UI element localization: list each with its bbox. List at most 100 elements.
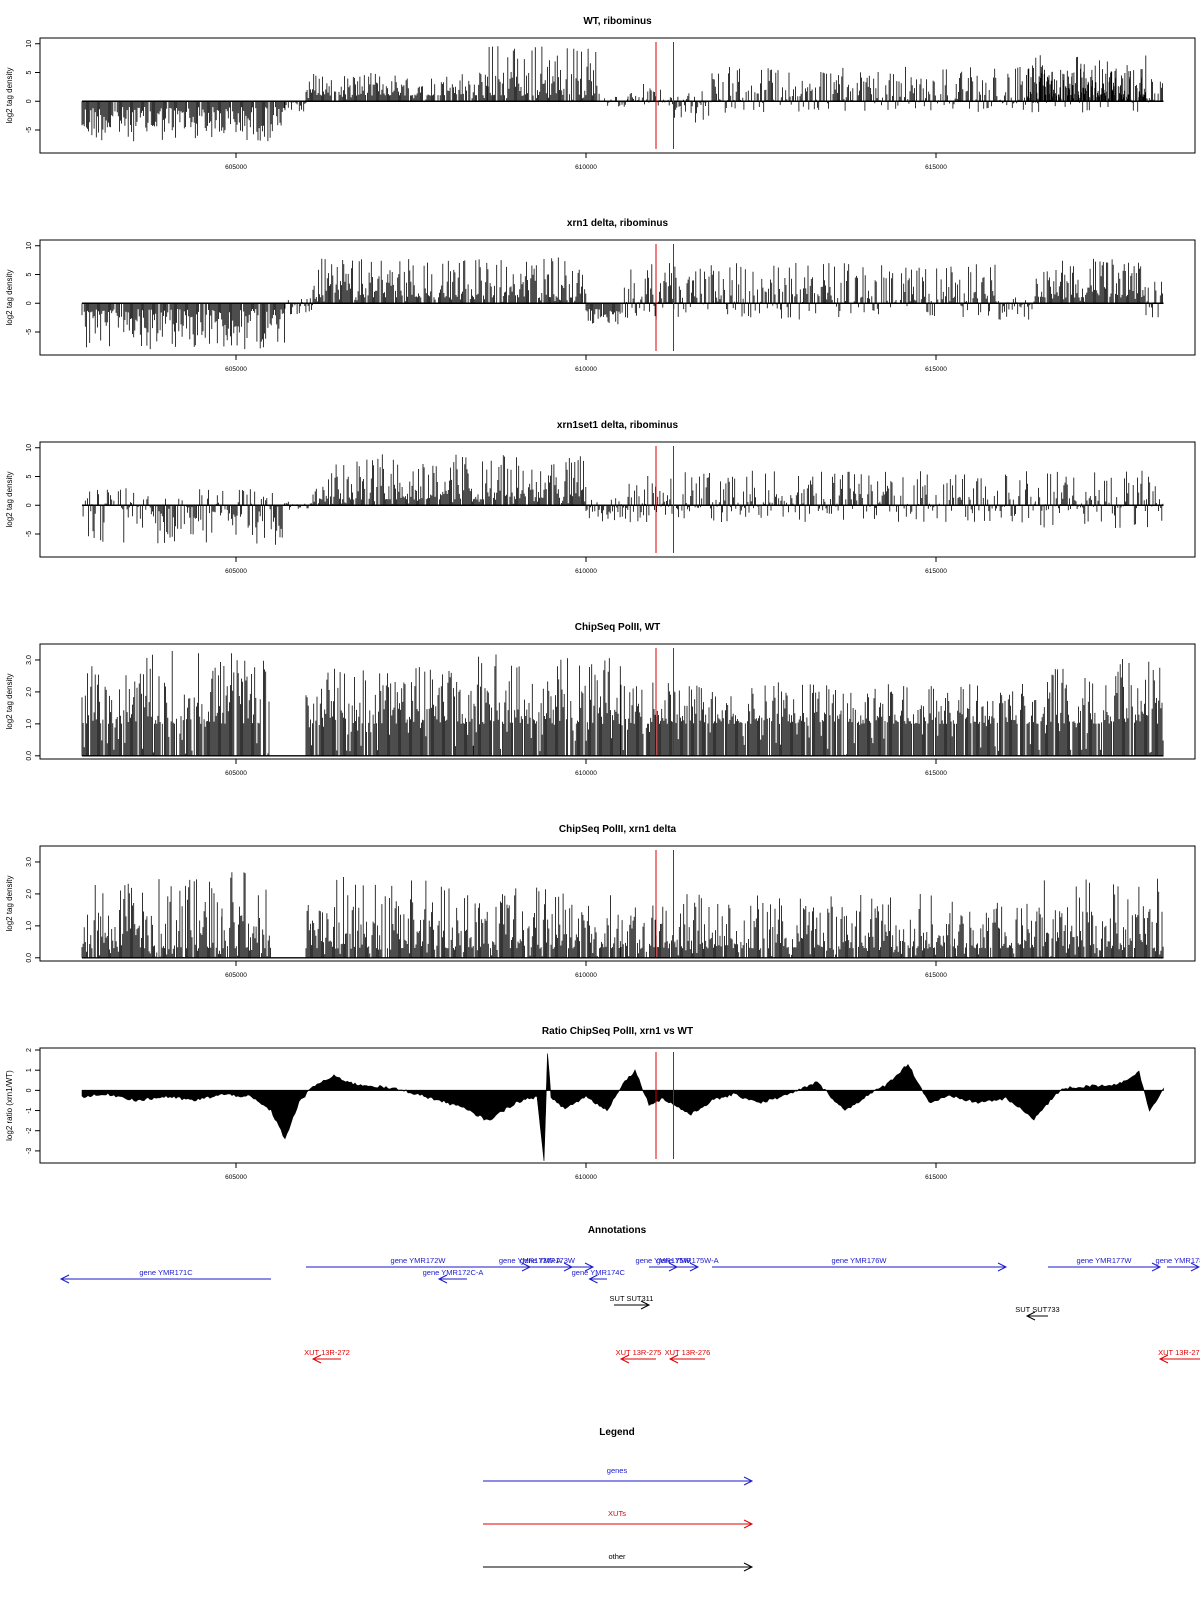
legend-label: genes — [607, 1466, 628, 1475]
y-tick-label: 2.0 — [26, 687, 33, 697]
plot-frame — [39, 441, 1196, 558]
y-tick-label: -5 — [26, 329, 33, 335]
chart-panel-6: Ratio ChipSeq PolII, xrn1 vs WT log2 rati… — [5, 1026, 1196, 1181]
x-tick-label: 615000 — [925, 164, 947, 171]
feature-arrowhead — [311, 1354, 322, 1364]
x-tick-label: 615000 — [925, 972, 947, 979]
y-tick-label: -2 — [26, 1128, 33, 1134]
chart-panel-5: ChipSeq PolII, xrn1 delta log2 tag densit… — [5, 824, 1196, 979]
y-tick-label: -5 — [26, 127, 33, 133]
legend-panel: Legend genes XUTs other — [483, 1427, 754, 1572]
x-tick-label: 605000 — [225, 366, 247, 373]
signal-region-4 — [487, 46, 600, 102]
feature-arrowhead — [1190, 1262, 1200, 1272]
signal-region-5 — [949, 684, 1040, 756]
signal-region-4 — [585, 303, 621, 325]
feature-label: gene YMR172C-A — [423, 1268, 484, 1277]
data-marks — [81, 257, 1164, 350]
plot-frame — [39, 239, 1196, 356]
data-marks — [81, 651, 1164, 757]
x-tick-label: 610000 — [575, 568, 597, 575]
y-axis-label: log2 tag density — [5, 673, 14, 729]
legend-label: XUTs — [608, 1509, 626, 1518]
feature-arrowhead — [1025, 1311, 1036, 1321]
x-tick-label: 615000 — [925, 366, 947, 373]
y-tick-label: 0 — [26, 1088, 33, 1092]
y-tick-label: 10 — [26, 444, 33, 452]
panel-title: ChipSeq PolII, xrn1 delta — [559, 824, 677, 835]
signal-region-6 — [1040, 659, 1164, 756]
signal-region-5 — [620, 263, 999, 320]
feature-label: XUT 13R-277 — [1158, 1348, 1200, 1357]
signal-region-2 — [284, 298, 313, 315]
y-tick-label: 5 — [26, 272, 33, 276]
signal-region-3 — [312, 257, 587, 304]
y-tick-label: 1.0 — [26, 719, 33, 729]
x-tick-label: 615000 — [925, 770, 947, 777]
legend-title: Legend — [599, 1427, 635, 1438]
x-tick-label: 610000 — [575, 1174, 597, 1181]
y-axis-label: log2 tag density — [5, 875, 14, 931]
plot-frame — [39, 37, 1196, 154]
feature-label: SUT SUT733 — [1015, 1305, 1059, 1314]
x-tick-label: 605000 — [225, 164, 247, 171]
feature-label: gene YMR175W-A — [656, 1256, 718, 1265]
x-tick-label: 610000 — [575, 770, 597, 777]
y-tick-label: 2.0 — [26, 889, 33, 899]
feature-label: gene YMR178W — [1156, 1256, 1200, 1265]
x-tick-label: 610000 — [575, 164, 597, 171]
feature-label: gene YMR173W — [520, 1256, 576, 1265]
feature-arrowhead — [640, 1300, 651, 1310]
signal-region-3 — [473, 654, 621, 756]
signal-region-4 — [585, 498, 629, 522]
y-axis-label: log2 tag density — [5, 269, 14, 325]
signal-region-7 — [655, 89, 673, 106]
signal-region-6 — [998, 297, 1034, 320]
y-tick-label: 0 — [26, 301, 33, 305]
y-tick-label: 2 — [26, 1048, 33, 1052]
y-tick-label: 10 — [26, 40, 33, 48]
y-axis-label: log2 ratio (xrn1/WT) — [5, 1070, 14, 1141]
chart-panel-1: WT, ribominus log2 tag density -5 0 5 10 60500… — [5, 16, 1196, 171]
x-tick-label: 605000 — [225, 568, 247, 575]
data-marks — [81, 1053, 1164, 1162]
signal-region-2 — [284, 101, 307, 112]
y-tick-label: 0 — [26, 99, 33, 103]
signal-region-4 — [620, 682, 951, 756]
signal-region-2 — [221, 872, 271, 958]
x-tick-label: 605000 — [225, 1174, 247, 1181]
panel-title: Ratio ChipSeq PolII, xrn1 vs WT — [542, 1026, 693, 1037]
signal-region-7 — [1040, 878, 1164, 958]
x-tick-label: 610000 — [575, 972, 597, 979]
feature-label: gene YMR172W — [391, 1256, 447, 1265]
signal-region-7 — [1033, 258, 1146, 304]
plot-frame — [39, 643, 1196, 760]
y-tick-label: 1.0 — [26, 921, 33, 931]
y-tick-label: -5 — [26, 531, 33, 537]
signal-region-1 — [81, 879, 223, 958]
legend-arrowhead — [743, 1476, 754, 1486]
y-tick-label: 5 — [26, 70, 33, 74]
signal-region-6 — [999, 470, 1164, 528]
feature-arrowhead — [1151, 1262, 1162, 1272]
legend-arrowhead — [743, 1519, 754, 1529]
ratio-area — [81, 1053, 1164, 1162]
legend-arrowhead — [743, 1562, 754, 1572]
feature-arrowhead — [619, 1354, 630, 1364]
data-marks — [81, 46, 1164, 142]
signal-region-8 — [673, 91, 712, 123]
feature-label: gene YMR174C — [572, 1268, 626, 1277]
y-tick-label: 0.0 — [26, 953, 33, 963]
feature-label: XUT 13R-272 — [304, 1348, 350, 1357]
feature-label: XUT 13R-276 — [665, 1348, 711, 1357]
y-tick-label: 3.0 — [26, 655, 33, 665]
feature-label: gene YMR175W — [636, 1256, 692, 1265]
chart-panel-2: xrn1 delta, ribominus log2 tag density -5 0… — [5, 218, 1196, 373]
legend-label: other — [608, 1552, 626, 1561]
y-tick-label: 0 — [26, 503, 33, 507]
signal-region-1 — [81, 101, 285, 142]
chart-panel-3: xrn1set1 delta, ribominus log2 tag densit… — [5, 420, 1196, 575]
feature-label: gene YMR177W — [1077, 1256, 1133, 1265]
signal-region-6 — [949, 901, 1041, 958]
feature-arrowhead — [437, 1274, 448, 1284]
